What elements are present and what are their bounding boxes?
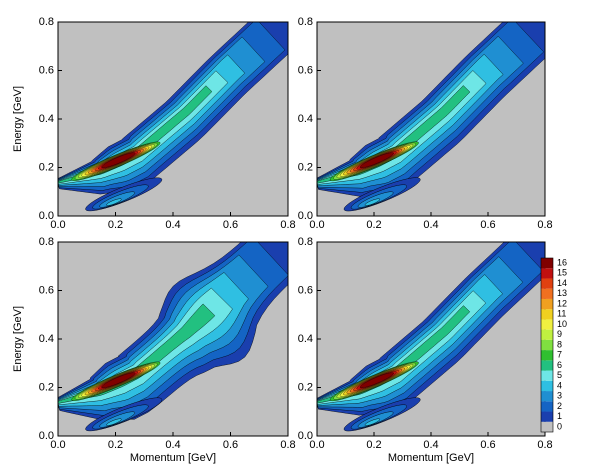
colorbar-swatch bbox=[541, 278, 553, 289]
y-tick-label: 0.2 bbox=[298, 161, 313, 173]
x-tick-label: 0.4 bbox=[423, 439, 438, 451]
contour-core bbox=[101, 372, 136, 388]
colorbar-label: 16 bbox=[557, 257, 567, 267]
y-tick-label: 0.8 bbox=[39, 236, 54, 248]
y-tick-label: 0.6 bbox=[39, 284, 54, 296]
y-tick-label: 0.6 bbox=[39, 64, 54, 76]
y-axis-label: Energy [GeV] bbox=[12, 306, 24, 372]
contour-core bbox=[101, 152, 136, 168]
colorbar-swatch bbox=[541, 360, 553, 371]
y-tick-label: 0.2 bbox=[39, 161, 54, 173]
x-tick-label: 0.2 bbox=[108, 219, 123, 231]
x-tick-label: 0.0 bbox=[50, 439, 65, 451]
x-tick-label: 0.6 bbox=[480, 219, 495, 231]
x-tick-label: 0.6 bbox=[223, 439, 238, 451]
x-tick-label: 0.0 bbox=[309, 219, 324, 231]
contours bbox=[317, 22, 545, 212]
x-tick-label: 0.4 bbox=[423, 219, 438, 231]
colorbar-swatch bbox=[541, 258, 553, 269]
x-tick-label: 0.6 bbox=[223, 219, 238, 231]
contours bbox=[317, 242, 545, 432]
y-axis-label: Energy [GeV] bbox=[12, 86, 24, 152]
y-tick-label: 0.0 bbox=[39, 430, 54, 442]
colorbar-swatch bbox=[541, 288, 553, 299]
y-tick-label: 0.6 bbox=[298, 284, 313, 296]
contour-band bbox=[317, 274, 503, 406]
x-axis-label: Momentum [GeV] bbox=[130, 452, 216, 464]
colorbar-label: 3 bbox=[557, 391, 562, 401]
colorbar-label: 7 bbox=[557, 350, 562, 360]
y-tick-label: 0.6 bbox=[298, 64, 313, 76]
colorbar-swatch bbox=[541, 329, 553, 340]
colorbar-swatch bbox=[541, 350, 553, 361]
y-tick-label: 0.2 bbox=[39, 381, 54, 393]
y-tick-label: 0.2 bbox=[298, 381, 313, 393]
colorbar-label: 11 bbox=[557, 309, 566, 319]
x-tick-label: 0.8 bbox=[537, 219, 552, 231]
colorbar-label: 2 bbox=[557, 401, 562, 411]
x-tick-label: 0.4 bbox=[165, 439, 180, 451]
colorbar-swatch bbox=[541, 339, 553, 351]
x-tick-label: 0.0 bbox=[309, 439, 324, 451]
colorbar-swatch bbox=[541, 309, 553, 320]
contour-lower bbox=[106, 418, 122, 426]
colorbar-swatch bbox=[541, 319, 553, 330]
x-tick-label: 0.4 bbox=[165, 219, 180, 231]
colorbar-label: 15 bbox=[557, 268, 567, 278]
x-tick-label: 0.8 bbox=[537, 439, 552, 451]
contour-band bbox=[58, 54, 246, 186]
y-tick-label: 0.8 bbox=[39, 16, 54, 28]
x-tick-label: 0.2 bbox=[366, 219, 381, 231]
x-tick-label: 0.8 bbox=[280, 219, 295, 231]
colorbar-label: 1 bbox=[557, 411, 562, 421]
y-tick-label: 0.8 bbox=[298, 236, 313, 248]
colorbar-swatch bbox=[541, 370, 553, 381]
y-tick-label: 0.4 bbox=[298, 113, 313, 125]
colorbar-swatch bbox=[541, 268, 553, 279]
x-tick-label: 0.8 bbox=[280, 439, 295, 451]
contour-lower bbox=[106, 198, 122, 206]
y-tick-label: 0.4 bbox=[39, 113, 54, 125]
colorbar-label: 8 bbox=[557, 339, 562, 349]
y-tick-label: 0.0 bbox=[39, 210, 54, 222]
y-tick-label: 0.4 bbox=[298, 333, 313, 345]
contours bbox=[58, 22, 288, 212]
x-tick-label: 0.0 bbox=[50, 219, 65, 231]
colorbar-label: 9 bbox=[557, 329, 562, 339]
colorbar-frame bbox=[540, 257, 554, 433]
colorbar-swatch bbox=[541, 380, 553, 392]
colorbar-label: 6 bbox=[557, 360, 562, 370]
contour-lower bbox=[364, 198, 380, 206]
x-tick-label: 0.6 bbox=[480, 439, 495, 451]
colorbar-label: 12 bbox=[557, 298, 567, 308]
x-axis-label: Momentum [GeV] bbox=[388, 452, 474, 464]
y-tick-label: 0.0 bbox=[298, 210, 313, 222]
colorbar-swatch bbox=[541, 298, 553, 310]
colorbar-swatch bbox=[541, 401, 553, 412]
y-tick-label: 0.0 bbox=[298, 430, 313, 442]
y-tick-label: 0.8 bbox=[298, 16, 313, 28]
contour-core bbox=[359, 152, 394, 169]
contour-core bbox=[359, 372, 394, 389]
colorbar-label: 0 bbox=[557, 421, 562, 431]
colorbar-label: 14 bbox=[557, 278, 567, 288]
colorbar-label: 10 bbox=[557, 319, 567, 329]
colorbar-label: 5 bbox=[557, 370, 562, 380]
x-tick-label: 0.2 bbox=[366, 439, 381, 451]
contours bbox=[58, 242, 288, 432]
contour-lower bbox=[364, 418, 380, 426]
y-tick-label: 0.4 bbox=[39, 333, 54, 345]
x-tick-label: 0.2 bbox=[108, 439, 123, 451]
colorbar-label: 4 bbox=[557, 380, 562, 390]
colorbar-swatch bbox=[541, 421, 553, 432]
colorbar-swatch bbox=[541, 411, 553, 422]
colorbar-label: 13 bbox=[557, 288, 567, 298]
colorbar-swatch bbox=[541, 391, 553, 402]
